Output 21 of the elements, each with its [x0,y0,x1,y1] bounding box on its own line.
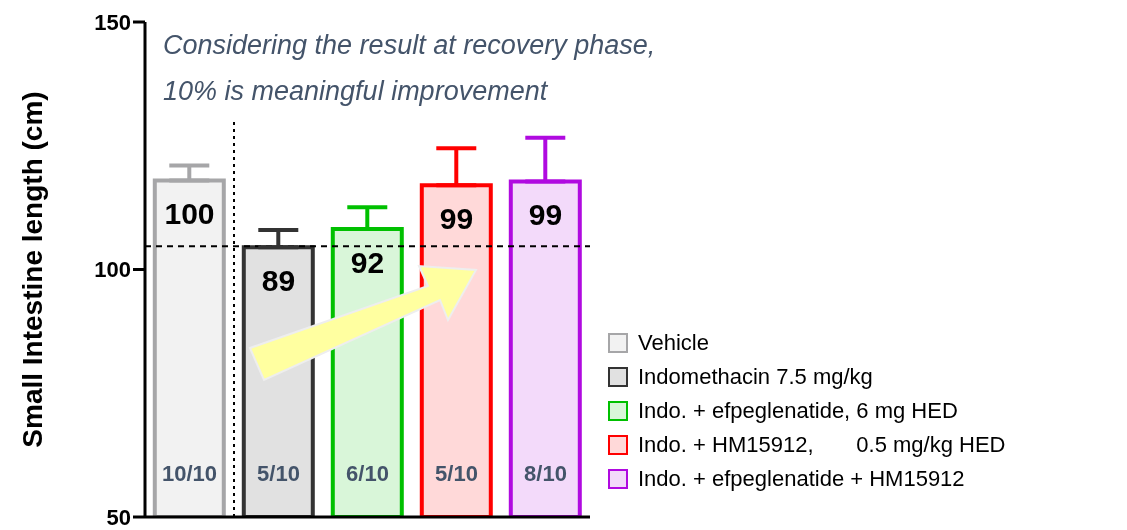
annotation: 5/10 [435,461,478,486]
annotation: 99 [528,198,563,232]
annotation: 99 [439,202,474,236]
y-axis-title: Small Intestine length (cm) [16,91,48,448]
legend-label: Indomethacin 7.5 mg/kg [638,364,873,390]
annotation: 8/10 [524,461,567,486]
annotation: 92 [350,245,385,279]
annotation: 100 [164,197,215,231]
legend-label: Indo. + efpeglenatide + HM15912 [638,466,965,492]
y-tick-label: 150 [94,9,131,35]
legend-label: Vehicle [638,330,709,356]
annotation: 10/10 [161,461,218,486]
y-tick-label: 50 [106,504,131,530]
legend-label: Indo. + HM15912, 0.5 mg/kg HED [638,432,1006,458]
annotation: Considering the result at recovery phase, [163,30,656,60]
annotation: 6/10 [346,461,389,486]
annotation: 10% is meaningful improvement [163,76,549,106]
annotation: 89 [261,264,296,298]
legend-label: Indo. + efpeglenatide, 6 mg HED [638,398,958,424]
y-tick-label: 100 [94,257,131,283]
annotation: 5/10 [257,461,300,486]
